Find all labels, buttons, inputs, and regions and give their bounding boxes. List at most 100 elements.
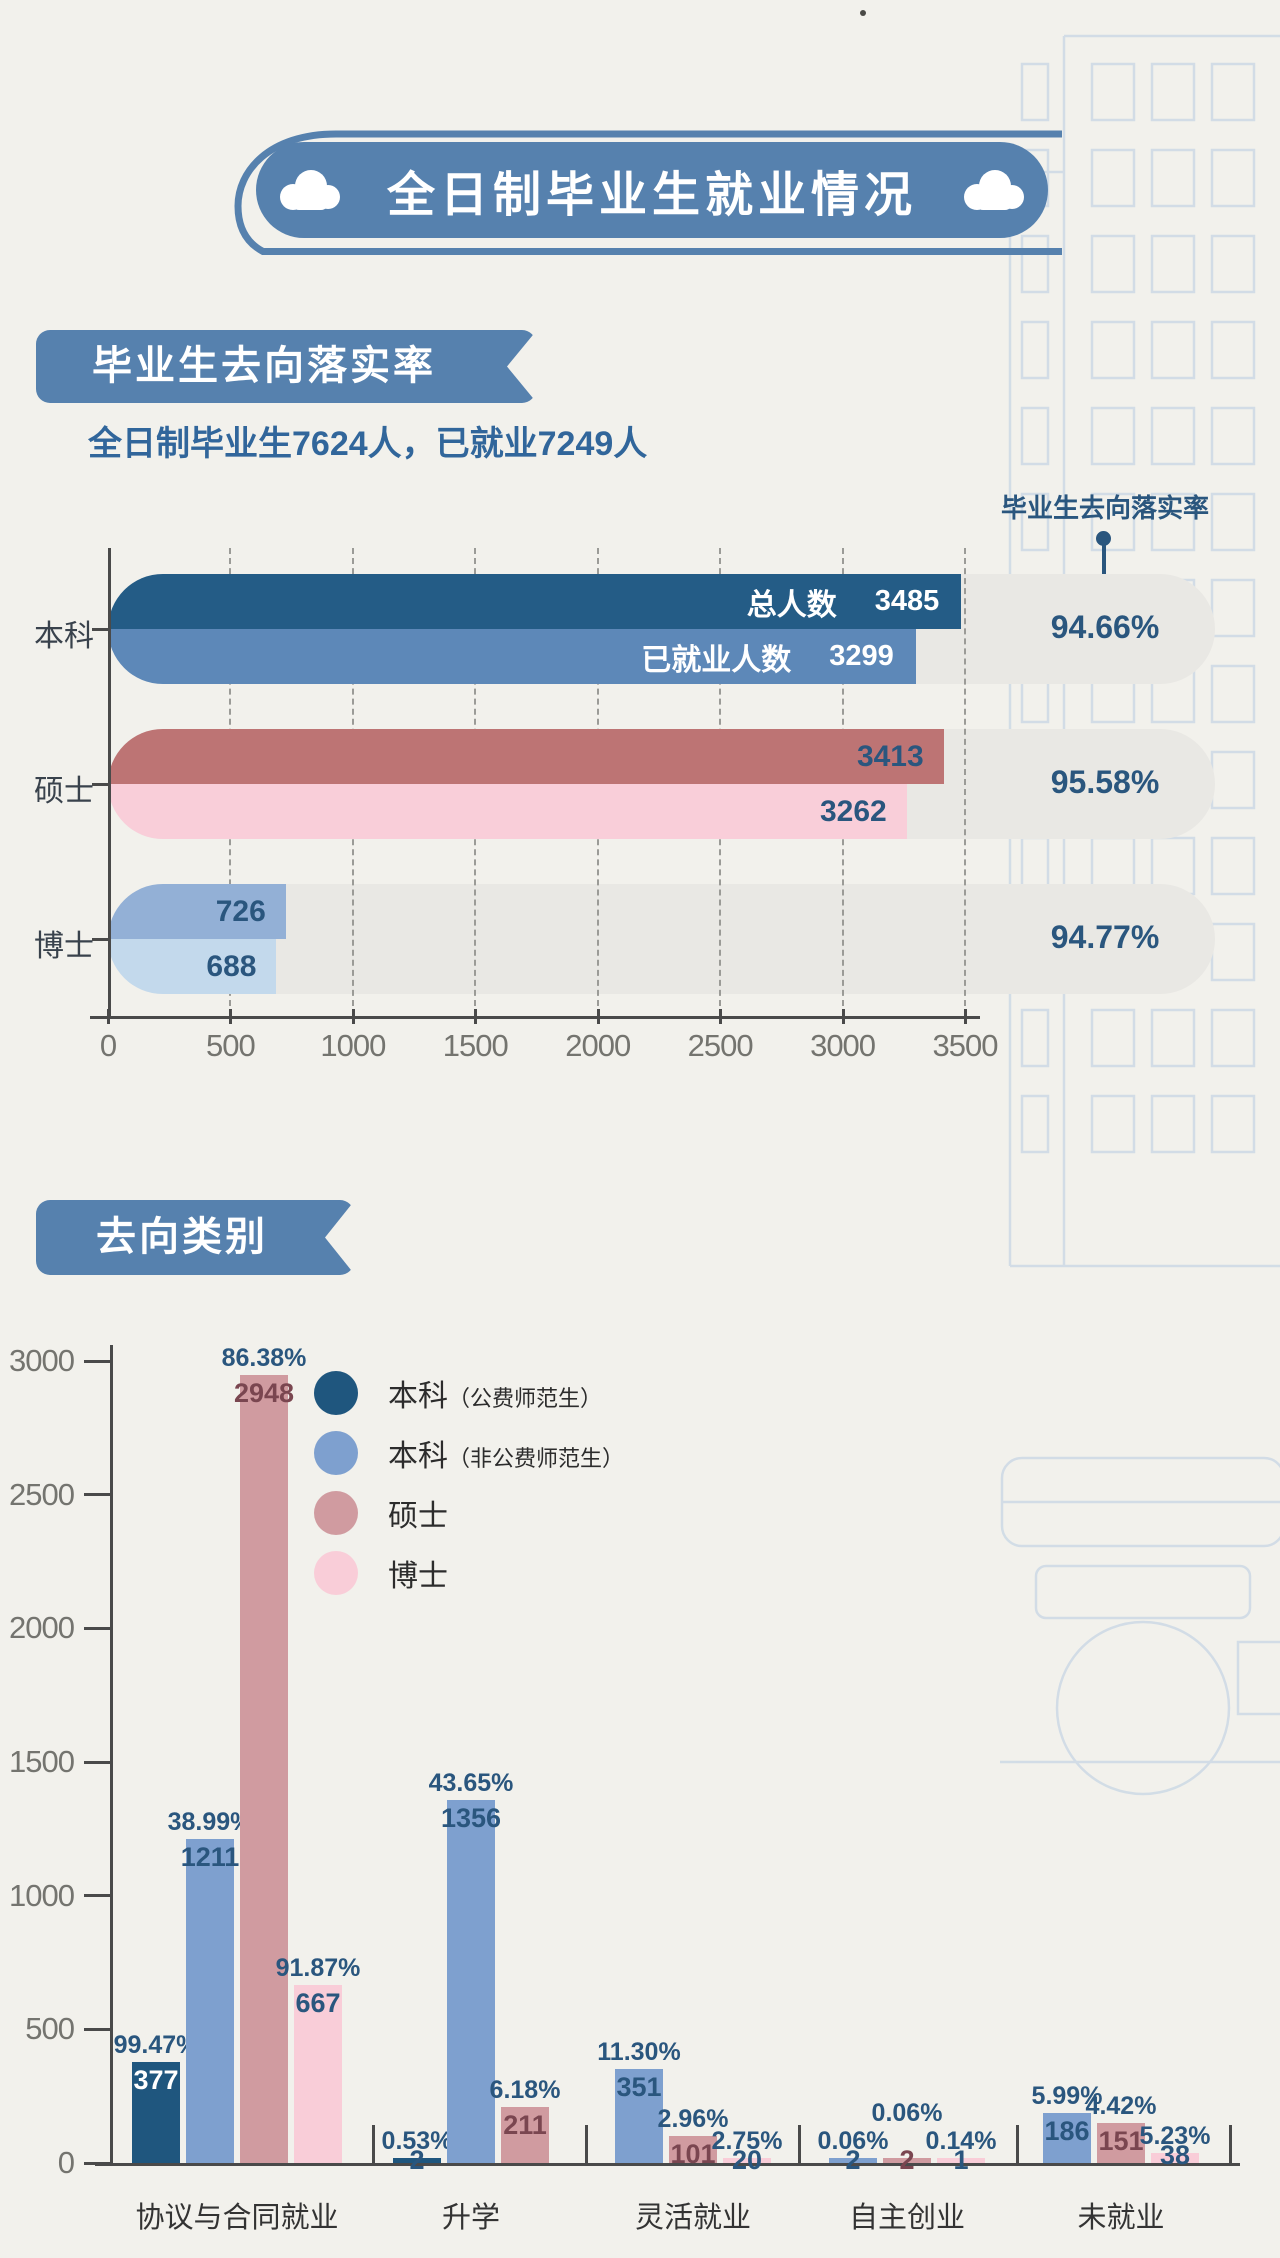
employed-bar-value: 688 bbox=[206, 949, 257, 983]
bar-本科-协议与合同就业 bbox=[132, 2062, 180, 2163]
legend-label-main: 本科 bbox=[388, 1440, 448, 1473]
total-bar bbox=[108, 884, 286, 939]
employed-bar-value: 3262 bbox=[819, 794, 887, 828]
group-separator-tick bbox=[798, 2125, 801, 2163]
bar-博士-灵活就业 bbox=[723, 2157, 771, 2163]
y-axis-tick bbox=[84, 1359, 110, 1363]
percent-label: 2.96% bbox=[657, 2104, 729, 2133]
value-label: 2 bbox=[409, 2145, 425, 2175]
category-label: 协议与合同就业 bbox=[135, 2202, 339, 2234]
y-axis-tick bbox=[84, 2161, 110, 2165]
total-bar bbox=[108, 729, 944, 784]
total-bar-label: 总人数 3485 bbox=[108, 574, 940, 629]
bar-value: 3299 bbox=[829, 640, 894, 672]
percent-label: 4.42% bbox=[1085, 2091, 1157, 2120]
cloud-icon bbox=[964, 170, 1024, 210]
total-bar-value: 3413 bbox=[856, 739, 924, 773]
x-axis-label: 3000 bbox=[810, 1028, 876, 1063]
bar-硕士-自主创业 bbox=[883, 2158, 931, 2163]
x-axis-label: 1500 bbox=[442, 1028, 509, 1063]
bar-本科-未就业 bbox=[1043, 2113, 1091, 2163]
ink-speck bbox=[860, 10, 866, 16]
bar-本科-灵活就业 bbox=[615, 2069, 663, 2163]
value-label: 2948 bbox=[233, 1377, 295, 1408]
rate-subtitle: 全日制毕业生7624人，已就业7249人 bbox=[88, 425, 648, 463]
section-header-rate-label: 毕业生去向落实率 bbox=[92, 344, 436, 388]
value-label: 377 bbox=[133, 2065, 179, 2096]
legend-swatch bbox=[314, 1551, 358, 1595]
percent-label: 91.87% bbox=[275, 1953, 361, 1982]
category-tick bbox=[92, 628, 108, 631]
category-label: 博士 bbox=[34, 930, 94, 963]
percent-label: 11.30% bbox=[597, 2038, 681, 2067]
category-label: 未就业 bbox=[1077, 2202, 1165, 2234]
value-label: 1356 bbox=[440, 1803, 502, 1834]
legend-label: 博士 bbox=[388, 1551, 448, 1595]
page-title: 全日制毕业生就业情况 bbox=[386, 169, 917, 222]
percent-label: 0.53% bbox=[381, 2127, 453, 2155]
percent-label: 99.47% bbox=[113, 2031, 199, 2060]
gridline bbox=[964, 548, 966, 1016]
bar-本科-协议与合同就业 bbox=[186, 1839, 234, 2163]
percent-label: 5.99% bbox=[1031, 2082, 1103, 2111]
value-label: 20 bbox=[731, 2144, 763, 2175]
category-tick bbox=[92, 938, 108, 941]
percent-label: 86.38% bbox=[221, 1343, 307, 1372]
rate-annotation-label: 毕业生去向落实率 bbox=[1000, 493, 1209, 523]
x-axis-label: 0 bbox=[99, 1028, 117, 1063]
bar-硕士-升学 bbox=[501, 2106, 549, 2163]
bar-本科-升学 bbox=[393, 2158, 441, 2163]
value-label: 38 bbox=[1159, 2139, 1191, 2170]
title-banner: 全日制毕业生就业情况 bbox=[256, 142, 1048, 238]
legend-label-sub: （公费师范生） bbox=[448, 1386, 603, 1411]
percent-label: 0.06% bbox=[817, 2127, 889, 2155]
group-separator-tick bbox=[1229, 2125, 1232, 2163]
section-header-category: 去向类别 bbox=[36, 1200, 354, 1275]
value-label: 667 bbox=[295, 1987, 341, 2018]
y-axis-label: 2500 bbox=[9, 1476, 75, 1512]
annotation-arrow-dot bbox=[1096, 531, 1111, 546]
legend-label-main: 硕士 bbox=[388, 1500, 448, 1533]
percent-label: 0.06% bbox=[871, 2099, 943, 2127]
y-axis-tick bbox=[84, 1626, 110, 1630]
percent-label: 5.23% bbox=[1139, 2121, 1211, 2150]
y-axis-line bbox=[108, 548, 111, 1016]
series-name: 总人数 bbox=[746, 588, 837, 622]
bar-本科-升学 bbox=[447, 1800, 495, 2163]
rate-value: 95.58% bbox=[1050, 764, 1160, 800]
category-tick bbox=[92, 783, 108, 786]
x-axis-line bbox=[90, 1016, 980, 1019]
y-axis-tick bbox=[84, 1760, 110, 1764]
value-label: 151 bbox=[1098, 2125, 1144, 2156]
x-axis-label: 500 bbox=[206, 1028, 256, 1063]
rate-value: 94.77% bbox=[1050, 919, 1160, 955]
percent-label: 38.99% bbox=[167, 1808, 253, 1837]
employed-bar-label: 已就业人数 3299 bbox=[108, 629, 894, 684]
x-axis-label: 1000 bbox=[320, 1028, 386, 1063]
y-axis-tick bbox=[84, 2027, 110, 2031]
value-label: 101 bbox=[670, 2138, 716, 2169]
group-separator-tick bbox=[372, 2125, 375, 2163]
bar-硕士-未就业 bbox=[1097, 2122, 1145, 2163]
bar-硕士-灵活就业 bbox=[669, 2135, 717, 2163]
category-label: 硕士 bbox=[34, 775, 94, 808]
percent-label: 6.18% bbox=[489, 2075, 561, 2104]
value-label: 2 bbox=[899, 2145, 915, 2175]
group-separator-tick bbox=[585, 2125, 588, 2163]
total-bar-value: 726 bbox=[215, 894, 266, 928]
y-axis-tick bbox=[84, 1493, 110, 1497]
legend-label: 本科（公费师范生） bbox=[388, 1371, 602, 1415]
cloud-icon bbox=[279, 170, 340, 210]
y-axis-label: 500 bbox=[25, 2011, 75, 2047]
value-label: 1211 bbox=[180, 1842, 240, 1873]
bar-track bbox=[108, 884, 1215, 994]
bar-博士-未就业 bbox=[1151, 2152, 1199, 2163]
employed-bar bbox=[108, 784, 907, 839]
bar-本科-自主创业 bbox=[829, 2158, 877, 2163]
percent-label: 2.75% bbox=[711, 2126, 783, 2155]
legend-label: 本科（非公费师范生） bbox=[388, 1431, 624, 1475]
y-axis-label: 2000 bbox=[9, 1610, 75, 1646]
annotation-arrow-line bbox=[1102, 540, 1106, 600]
